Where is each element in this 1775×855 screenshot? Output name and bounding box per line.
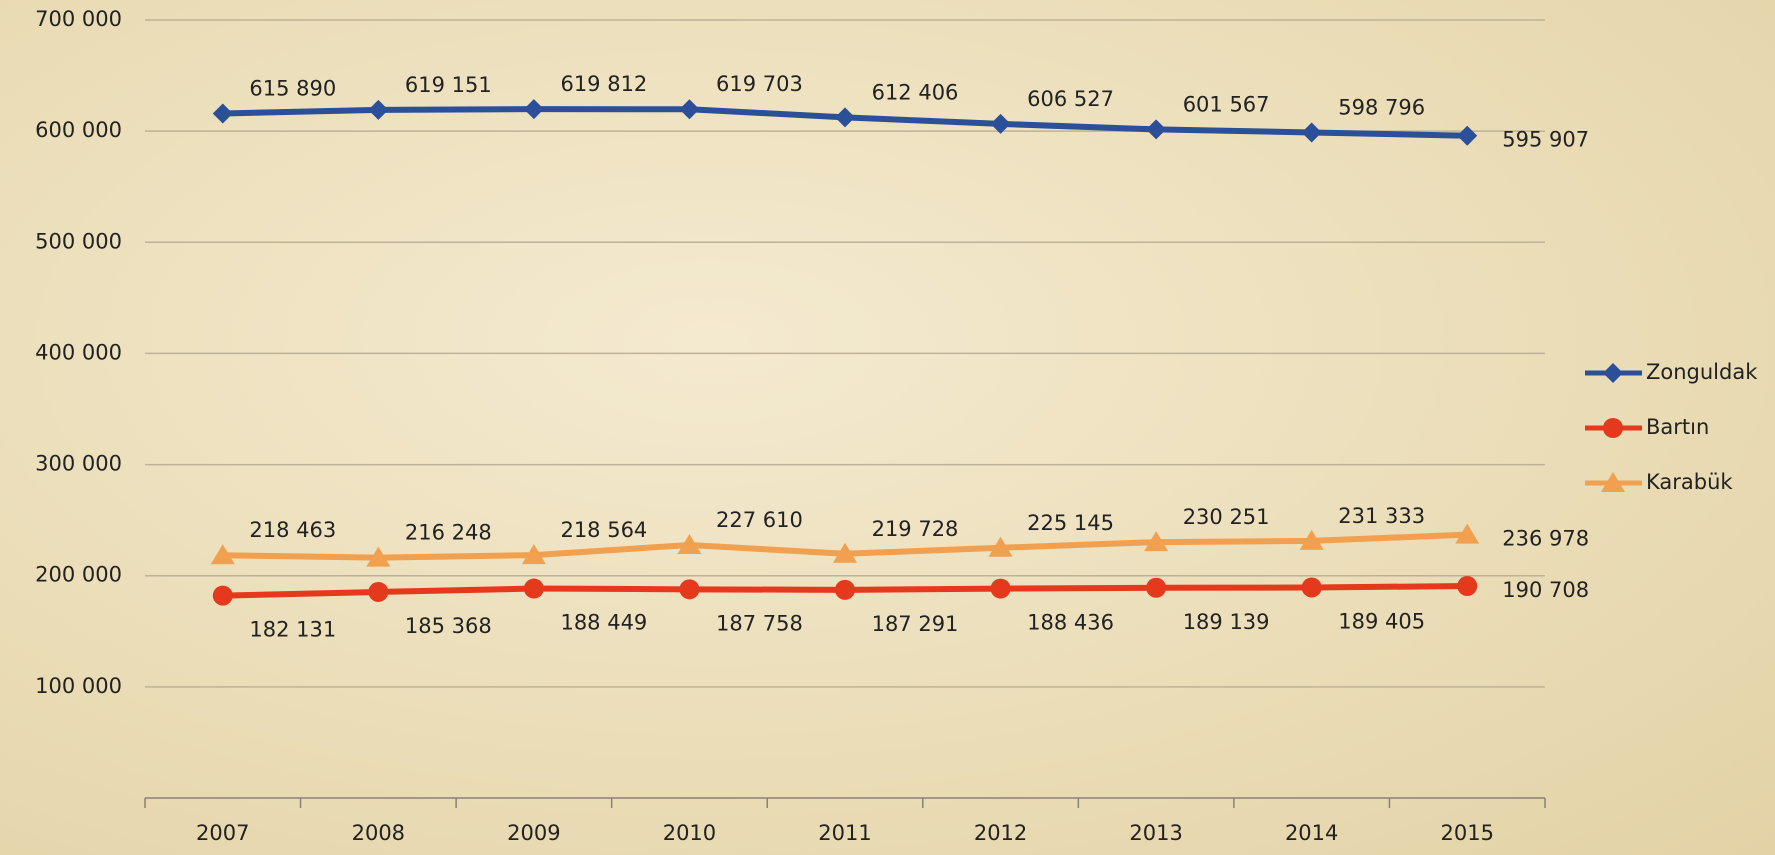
data-point: [988, 536, 1013, 557]
data-point: [990, 113, 1011, 134]
data-label: 595 907: [1502, 128, 1589, 152]
x-tick-label: 2011: [818, 821, 871, 845]
x-tick-label: 2007: [196, 821, 249, 845]
data-point: [1455, 523, 1480, 544]
data-point: [835, 579, 855, 600]
data-point: [1457, 125, 1478, 146]
y-tick-label: 300 000: [35, 452, 122, 476]
data-point: [677, 534, 702, 555]
data-label: 236 978: [1502, 527, 1589, 551]
data-label: 619 703: [716, 72, 803, 96]
data-label: 606 527: [1027, 87, 1114, 111]
data-point: [1299, 529, 1324, 550]
data-label: 612 406: [872, 80, 959, 104]
data-label: 218 564: [560, 518, 647, 542]
data-point: [1457, 576, 1478, 597]
data-label: 188 449: [560, 611, 647, 635]
data-point: [366, 546, 391, 567]
data-label: 601 567: [1183, 92, 1270, 116]
data-label: 187 291: [872, 612, 959, 636]
data-point: [368, 581, 389, 602]
x-tick-label: 2012: [974, 821, 1027, 845]
data-label: 190 708: [1502, 578, 1589, 602]
data-point: [990, 578, 1011, 599]
legend-label: Karabük: [1646, 470, 1733, 494]
data-point: [523, 99, 544, 120]
x-tick-label: 2010: [663, 821, 716, 845]
data-point: [835, 107, 855, 128]
data-point: [1144, 531, 1169, 552]
y-tick-label: 400 000: [35, 340, 122, 364]
data-label: 189 405: [1338, 609, 1425, 633]
data-point: [521, 544, 546, 565]
data-label: 185 368: [405, 614, 492, 638]
y-tick-label: 200 000: [35, 563, 122, 587]
data-label: 619 812: [560, 72, 647, 96]
data-label: 219 728: [872, 517, 959, 541]
data-point: [368, 99, 389, 120]
x-tick-label: 2014: [1285, 821, 1338, 845]
data-label: 598 796: [1338, 95, 1425, 119]
x-tick-label: 2013: [1129, 821, 1182, 845]
data-point: [1146, 577, 1167, 598]
data-label: 225 145: [1027, 511, 1114, 535]
data-label: 188 436: [1027, 611, 1114, 635]
x-tick-label: 2008: [352, 821, 405, 845]
data-label: 230 251: [1183, 505, 1270, 529]
y-tick-label: 100 000: [35, 674, 122, 698]
x-tick-label: 2015: [1440, 821, 1493, 845]
legend-label: Zonguldak: [1646, 360, 1758, 384]
data-label: 182 131: [249, 618, 336, 642]
data-point: [523, 578, 544, 599]
y-tick-label: 500 000: [35, 229, 122, 253]
data-point: [212, 103, 233, 124]
data-point: [679, 99, 700, 120]
data-label: 216 248: [405, 521, 492, 545]
x-tick-label: 2009: [507, 821, 560, 845]
y-tick-label: 600 000: [35, 118, 122, 142]
data-label: 218 463: [249, 518, 336, 542]
data-label: 619 151: [405, 73, 492, 97]
data-label: 615 890: [249, 76, 336, 100]
data-point: [1146, 119, 1167, 140]
data-label: 189 139: [1183, 610, 1270, 634]
data-label: 187 758: [716, 611, 803, 635]
data-point: [212, 585, 233, 606]
data-point: [833, 542, 857, 563]
data-point: [210, 544, 235, 565]
data-point: [1301, 577, 1322, 598]
data-point: [679, 579, 700, 600]
data-label: 231 333: [1338, 504, 1425, 528]
legend-marker: [1601, 472, 1625, 492]
legend-marker: [1603, 363, 1623, 383]
legend-marker: [1603, 418, 1623, 438]
y-tick-label: 700 000: [35, 7, 122, 31]
data-point: [1301, 122, 1322, 143]
legend-label: Bartın: [1646, 415, 1709, 439]
data-label: 227 610: [716, 508, 803, 532]
